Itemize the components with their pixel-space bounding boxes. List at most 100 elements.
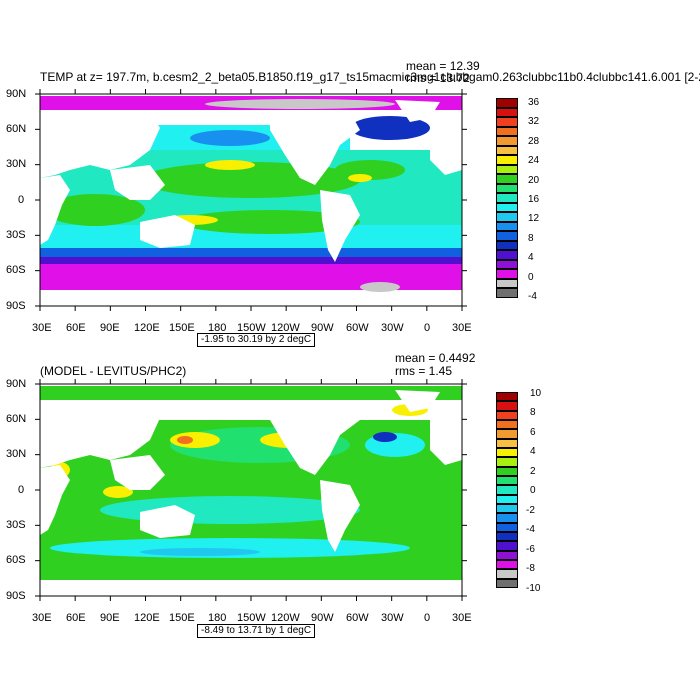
colorbar-swatch bbox=[496, 401, 518, 411]
colorbar-swatch bbox=[496, 240, 518, 251]
colorbar-label: 8 bbox=[530, 407, 536, 418]
p2-cyan-south bbox=[50, 538, 410, 558]
p1-land-greenland bbox=[395, 100, 440, 122]
p2-land-greenland bbox=[395, 390, 440, 412]
lon-label: 30E bbox=[452, 612, 472, 624]
lat-label: 90N bbox=[6, 88, 27, 100]
p2-land-europe bbox=[430, 408, 462, 465]
lon-label: 30E bbox=[452, 322, 472, 334]
lat-label: 60S bbox=[6, 264, 26, 276]
colorbar-swatch bbox=[496, 466, 518, 476]
colorbar-swatch bbox=[496, 448, 518, 458]
colorbar-label: 4 bbox=[528, 252, 534, 263]
panel-2-contour-caption: -8.49 to 13.71 by 1 degC bbox=[197, 624, 316, 638]
colorbar-label: 4 bbox=[530, 446, 536, 457]
lon-label: 0 bbox=[424, 612, 431, 624]
p2-land-africa bbox=[40, 465, 70, 535]
colorbar-label: 10 bbox=[530, 388, 542, 399]
p1-land-eurasia bbox=[40, 110, 160, 178]
lon-label: 30W bbox=[381, 612, 404, 624]
colorbar-swatch bbox=[496, 541, 518, 551]
p2-blue-south bbox=[140, 548, 260, 556]
lon-label: 120E bbox=[134, 612, 160, 624]
lon-label: 30E bbox=[32, 322, 52, 334]
p1-south-cool bbox=[40, 248, 462, 258]
p1-grey-south bbox=[360, 282, 400, 292]
lat-label: 60N bbox=[6, 413, 27, 425]
p2-cyan-eq bbox=[100, 496, 360, 524]
colorbar-label: 28 bbox=[528, 136, 540, 147]
colorbar-label: -10 bbox=[526, 583, 541, 594]
colorbar-swatch bbox=[496, 513, 518, 523]
p2-yellow-wpac bbox=[170, 432, 220, 448]
colorbar-swatch bbox=[496, 429, 518, 439]
p1-land-australia bbox=[140, 215, 195, 248]
lon-label: 180 bbox=[208, 322, 227, 334]
colorbar-swatch bbox=[496, 485, 518, 495]
p2-land-australia bbox=[140, 505, 195, 538]
panel-1-colorbar bbox=[496, 98, 518, 298]
lon-label: 60W bbox=[346, 322, 369, 334]
lat-label: 60S bbox=[6, 554, 26, 566]
p2-land-seasia bbox=[110, 455, 165, 490]
colorbar-swatch bbox=[496, 98, 518, 108]
lat-label: 30S bbox=[6, 229, 26, 241]
colorbar-swatch bbox=[496, 278, 518, 289]
colorbar-swatch bbox=[496, 504, 518, 514]
p2-blue-natl bbox=[373, 432, 397, 442]
panel-2-title: (MODEL - LEVITUS/PHC2) bbox=[40, 364, 187, 378]
lat-label: 0 bbox=[18, 484, 25, 496]
colorbar-swatch bbox=[496, 532, 518, 542]
colorbar-swatch bbox=[496, 145, 518, 156]
colorbar-label: 32 bbox=[528, 116, 540, 127]
lon-label: 120W bbox=[271, 322, 300, 334]
colorbar-swatch bbox=[496, 288, 518, 298]
colorbar-swatch bbox=[496, 494, 518, 504]
lon-label: 150W bbox=[237, 322, 266, 334]
colorbar-label: -6 bbox=[526, 544, 535, 555]
colorbar-swatch bbox=[496, 259, 518, 270]
colorbar-label: 2 bbox=[530, 466, 536, 477]
lon-label: 150E bbox=[169, 322, 195, 334]
p2-land-antarctica bbox=[40, 580, 462, 596]
lon-label: 60E bbox=[66, 322, 86, 334]
panel-1-title: TEMP at z= 197.7m, b.cesm2_2_beta05.B185… bbox=[40, 70, 700, 84]
lon-label: 60W bbox=[346, 612, 369, 624]
p1-grey-arctic bbox=[205, 99, 395, 109]
colorbar-label: 6 bbox=[530, 427, 536, 438]
colorbar-swatch bbox=[496, 231, 518, 241]
lat-label: 60N bbox=[6, 123, 27, 135]
lon-label: 30W bbox=[381, 322, 404, 334]
colorbar-label: -8 bbox=[526, 563, 535, 574]
lon-label: 180 bbox=[208, 612, 227, 624]
panel-2-colorbar bbox=[496, 392, 518, 588]
lat-label: 0 bbox=[18, 194, 25, 206]
colorbar-swatch bbox=[496, 410, 518, 420]
p2-orange-kuroshio bbox=[177, 436, 193, 444]
p1-land-africa bbox=[40, 175, 70, 245]
colorbar-swatch bbox=[496, 183, 518, 194]
lon-label: 90W bbox=[311, 322, 334, 334]
p1-yellow-natl bbox=[348, 174, 372, 182]
lat-label: 30N bbox=[6, 158, 27, 170]
p1-south-cold bbox=[40, 257, 462, 265]
colorbar-label: 0 bbox=[530, 485, 536, 496]
p1-yellow-npac bbox=[205, 160, 255, 170]
colorbar-swatch bbox=[496, 212, 518, 222]
colorbar-swatch bbox=[496, 107, 518, 118]
colorbar-swatch bbox=[496, 117, 518, 127]
p1-warm-io bbox=[45, 194, 145, 226]
colorbar-swatch bbox=[496, 164, 518, 175]
colorbar-swatch bbox=[496, 578, 518, 588]
p2-arctic bbox=[40, 386, 462, 400]
p1-land-samerica bbox=[320, 190, 360, 262]
p1-land-antarctica bbox=[40, 290, 462, 306]
colorbar-label: 24 bbox=[528, 155, 540, 166]
lat-label: 90S bbox=[6, 300, 26, 312]
colorbar-swatch bbox=[496, 438, 518, 448]
lon-label: 120E bbox=[134, 322, 160, 334]
colorbar-label: 20 bbox=[528, 175, 540, 186]
lat-label: 90N bbox=[6, 378, 27, 390]
lon-label: 90E bbox=[100, 322, 120, 334]
